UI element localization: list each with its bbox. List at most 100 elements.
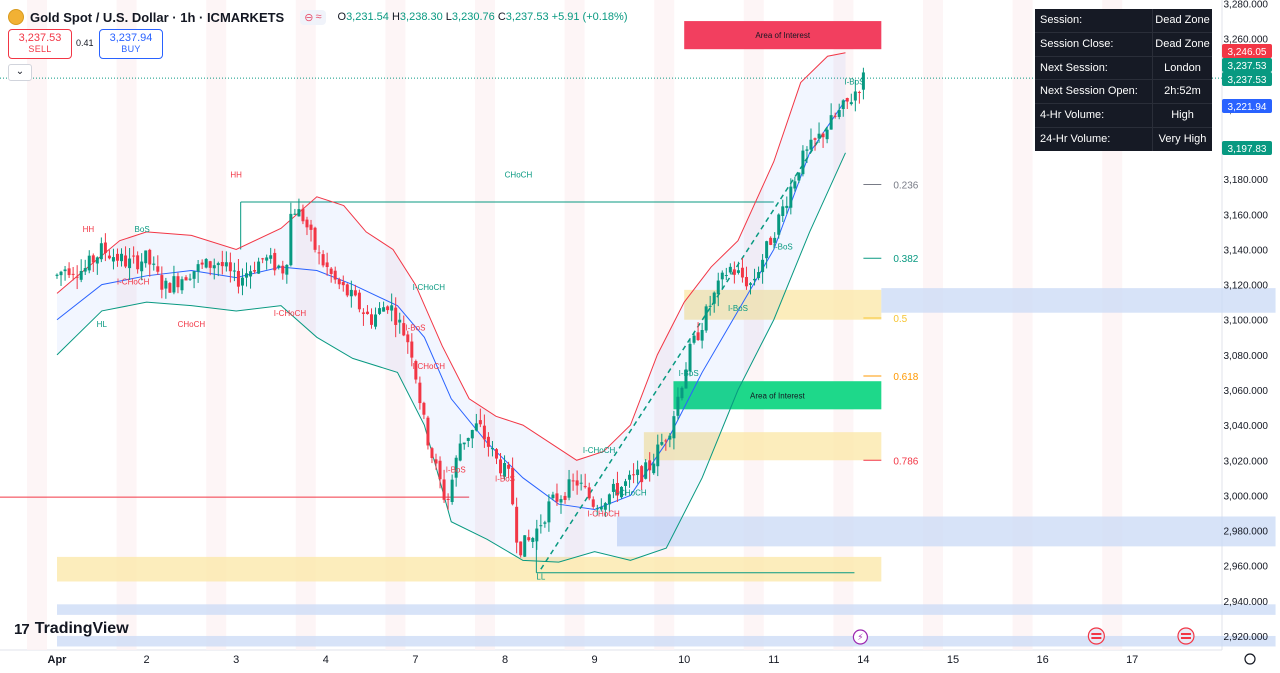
- session-stripe: [743, 0, 764, 650]
- sell-label: SELL: [28, 44, 52, 54]
- candle-body: [769, 237, 773, 245]
- candle-body: [652, 463, 656, 474]
- candle-body: [390, 305, 394, 311]
- candle-body: [607, 494, 611, 505]
- candle-body: [515, 506, 519, 543]
- candle-body: [168, 283, 172, 293]
- indicator-toggle[interactable]: ⊖ ≈: [300, 9, 326, 25]
- session-stripe: [295, 0, 316, 650]
- candle-body: [172, 276, 176, 293]
- zone-box: [57, 604, 1276, 615]
- candle-body: [494, 449, 498, 459]
- candle-body: [841, 100, 845, 110]
- price-tick-label: 2,960.000: [1224, 562, 1269, 573]
- candle-body: [587, 487, 591, 499]
- price-tick-label: 3,180.000: [1224, 175, 1269, 186]
- candle-body: [341, 282, 345, 286]
- time-tick-label: 7: [412, 654, 418, 666]
- candle-body: [720, 272, 724, 280]
- candle-body: [619, 486, 623, 498]
- time-tick-label: 10: [678, 654, 690, 666]
- candle-body: [555, 493, 559, 502]
- price-tick-label: 3,080.000: [1224, 351, 1269, 362]
- table-row: 4-Hr Volume: High: [1035, 104, 1212, 128]
- candle-body: [120, 253, 124, 262]
- table-row: Session: Dead Zone: [1035, 9, 1212, 33]
- candle-body: [402, 323, 406, 336]
- candle-body: [236, 270, 240, 287]
- candle-body: [450, 479, 454, 503]
- symbol-title[interactable]: Gold Spot / U.S. Dollar · 1h · ICMARKETS: [30, 9, 285, 25]
- session-stripe: [1012, 0, 1033, 650]
- table-row: Session Close: Dead Zone: [1035, 32, 1212, 57]
- candle-body: [458, 443, 462, 461]
- candle-body: [136, 255, 140, 270]
- price-tick-label: 3,260.000: [1224, 35, 1269, 46]
- candle-body: [547, 501, 551, 523]
- candle-body: [817, 133, 821, 139]
- candle-body: [507, 464, 511, 469]
- candle-body: [285, 264, 289, 275]
- candle-body: [124, 255, 128, 267]
- sell-button[interactable]: 3,237.53 SELL: [8, 29, 72, 59]
- candle-body: [438, 460, 442, 480]
- candle-body: [216, 263, 220, 266]
- price-axis-badge-text: 3,197.83: [1228, 144, 1267, 155]
- candle-body: [144, 250, 148, 264]
- candle-body: [87, 255, 91, 271]
- candle-body: [107, 255, 111, 259]
- candle-body: [406, 334, 410, 343]
- candle-body: [571, 480, 575, 482]
- candle-body: [414, 361, 418, 380]
- structure-label: HH: [230, 170, 242, 179]
- candle-body: [156, 266, 160, 272]
- us-flag-event-icon: [1177, 627, 1195, 645]
- candle-body: [511, 467, 515, 505]
- candle-body: [624, 481, 628, 486]
- collapse-chevron-icon[interactable]: ⌄: [8, 64, 32, 81]
- structure-label: I-CHoCH: [583, 446, 616, 455]
- candle-body: [857, 91, 861, 93]
- tradingview-wordmark: TradingView: [34, 620, 129, 637]
- ohlc-readout: O3,231.54 H3,238.30 L3,230.76 C3,237.53 …: [337, 11, 628, 23]
- candle-body: [595, 508, 599, 510]
- buy-button[interactable]: 3,237.94 BUY: [99, 29, 163, 59]
- candle-body: [277, 265, 281, 268]
- trendline: [540, 126, 829, 570]
- tradingview-logo: 17 TradingView: [14, 620, 129, 638]
- candle-body: [644, 462, 648, 479]
- price-tick-label: 3,280.000: [1224, 0, 1269, 11]
- table-row: Next Session: London: [1035, 56, 1212, 81]
- time-tick-label: 8: [502, 654, 508, 666]
- bollinger-upper-band: [56, 52, 846, 461]
- candle-body: [152, 263, 156, 265]
- candle-body: [781, 206, 785, 216]
- price-tick-label: 3,100.000: [1224, 316, 1269, 327]
- structure-label: HH: [83, 225, 95, 234]
- session-stripe: [923, 0, 943, 650]
- candle-body: [212, 265, 216, 269]
- candle-body: [470, 429, 474, 439]
- candle-body: [245, 273, 249, 278]
- candle-body: [805, 149, 809, 151]
- candle-body: [180, 279, 184, 291]
- structure-label: I-CHoCH: [413, 283, 446, 292]
- candle-body: [519, 541, 523, 556]
- candle-body: [249, 271, 253, 277]
- candle-body: [732, 269, 736, 275]
- tradingview-mark-icon: 17: [14, 620, 30, 638]
- candle-body: [825, 129, 829, 140]
- candle-body: [192, 271, 196, 279]
- session-stripe: [27, 0, 47, 650]
- fib-level-label: 0.5: [893, 314, 907, 325]
- candle-body: [410, 341, 414, 358]
- price-axis-badge: [1222, 141, 1272, 155]
- candle-body: [59, 271, 63, 276]
- table-row: Next Session Open: 2h:52m: [1035, 80, 1212, 105]
- candle-body: [740, 267, 744, 278]
- candle-body: [704, 306, 708, 331]
- session-stripe: [116, 0, 137, 650]
- candle-body: [688, 343, 692, 372]
- candle-body: [829, 115, 833, 130]
- candle-body: [293, 213, 297, 215]
